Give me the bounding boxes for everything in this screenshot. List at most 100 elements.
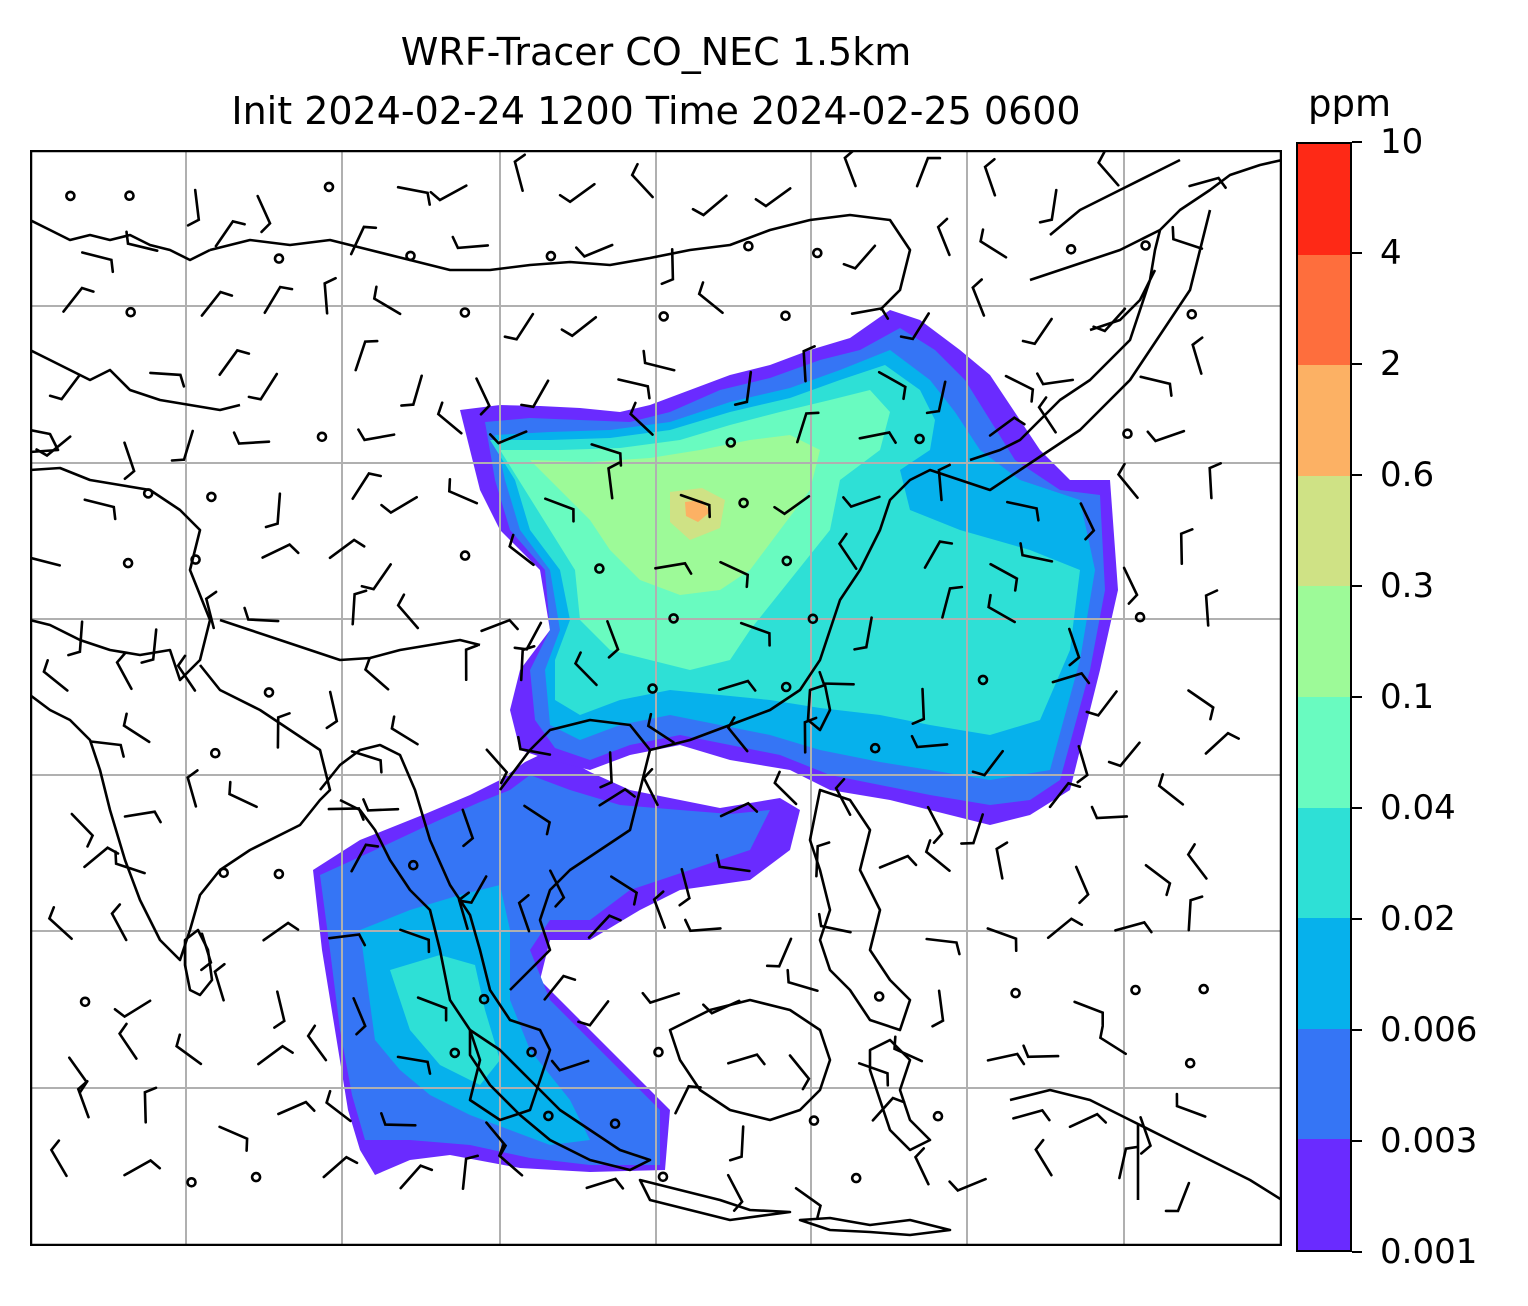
colorbar-tick-label: 0.02 [1380,899,1456,939]
wind-barb [323,276,337,315]
wind-barb [926,805,944,845]
wind-barb [802,345,816,383]
coastline-arabia-persia [30,428,212,682]
wind-barb [1021,317,1053,346]
colorbar-tick-label: 4 [1380,233,1402,273]
calm-wind-marker [647,683,658,694]
wind-barb [485,748,509,785]
wind-barb [513,153,526,192]
wind-barb [629,401,654,436]
calm-wind-marker [807,613,819,625]
wind-barb [1006,500,1040,522]
wind-barb [773,495,811,516]
wind-barb [652,890,666,929]
wind-barb [1175,1092,1207,1118]
wind-barb [200,932,213,972]
coastline-mongolia-border [209,213,912,311]
coastline-india [30,664,332,962]
calm-wind-marker [263,687,275,698]
wind-barb [363,657,390,691]
wind-barb [617,378,651,400]
wind-barb [400,374,423,407]
wind-barb [1048,781,1082,809]
wind-barb [850,306,890,320]
wind-barb [915,156,942,188]
calm-wind-marker [122,557,134,569]
colorbar-tick-label: 2 [1380,344,1402,384]
wind-barb [630,162,654,199]
wind-barb [1144,864,1172,897]
wind-barb [123,1158,162,1177]
wind-barb [1037,396,1057,434]
wind-barb [243,606,280,623]
wind-barb [247,372,279,401]
coastline-lesser-sunda [798,1216,952,1237]
wind-barb [858,431,897,444]
wind-barb [590,443,623,467]
wind-barb [186,769,199,808]
coastline-java [638,1178,792,1222]
wind-barb [1188,176,1227,189]
wind-barb [232,431,271,445]
wind-barb [351,472,382,500]
calm-wind-marker [738,497,749,509]
coastline-china [649,209,1212,752]
wind-barb [585,1177,625,1190]
colorbar-tick-label: 0.003 [1380,1121,1478,1161]
wind-barb [350,750,383,774]
colorbar-tick [1352,807,1362,809]
wind-barb [878,854,918,869]
wind-barb [350,843,380,873]
colorbar-tick-label: 0.1 [1380,677,1435,717]
wind-barb [558,182,596,204]
wind-barb [517,735,552,756]
wind-barb [971,749,1004,777]
wind-barb [464,644,479,681]
wind-barb [702,999,741,1015]
wind-barb [458,875,488,905]
colorbar-tick [1352,141,1362,143]
coastline-korea-japan [969,229,1162,462]
wind-barb [115,652,133,691]
wind-barb [68,1056,89,1094]
wind-barb [923,540,954,569]
wind-barb [1116,462,1139,499]
calm-wind-marker [1065,244,1077,255]
wind-barb [924,839,951,872]
wind-barb [461,808,475,848]
coastline-himalaya-border [219,618,481,662]
wind-barb [1022,1044,1060,1059]
wind-barb [550,1059,590,1072]
wind-barb [960,813,984,845]
wind-barb [49,1139,68,1178]
colorbar-band [1298,1028,1350,1140]
wind-barb [416,996,448,1022]
wind-barb [277,1100,316,1116]
wind-barb [728,1125,745,1162]
calm-wind-marker [545,250,557,262]
wind-barb [256,194,272,234]
wind-barb [30,544,61,567]
wind-barb [803,716,818,754]
wind-barb [598,787,636,807]
wind-barb [218,348,251,376]
wind-barb [739,621,771,647]
calm-wind-marker [478,993,490,1005]
calm-wind-marker [405,250,416,262]
coastline-sumatra [468,1028,652,1172]
wind-barb [726,1173,744,1212]
map-title-line1: WRF-Tracer CO_NEC 1.5km [400,30,912,74]
wind-barb [380,496,418,515]
colorbar-tick-label: 0.3 [1380,566,1435,606]
wind-barb [1079,502,1096,541]
wind-barb [610,875,639,906]
wind-barb [837,532,858,570]
colorbar-band [1298,365,1350,476]
wind-barb [114,850,146,875]
calm-wind-marker [210,747,221,759]
wind-barb [48,373,81,401]
wind-barb [642,349,676,372]
wind-barb [986,1052,1026,1066]
colorbar-tick-label: 0.04 [1380,788,1456,828]
calm-wind-marker [526,1046,537,1058]
